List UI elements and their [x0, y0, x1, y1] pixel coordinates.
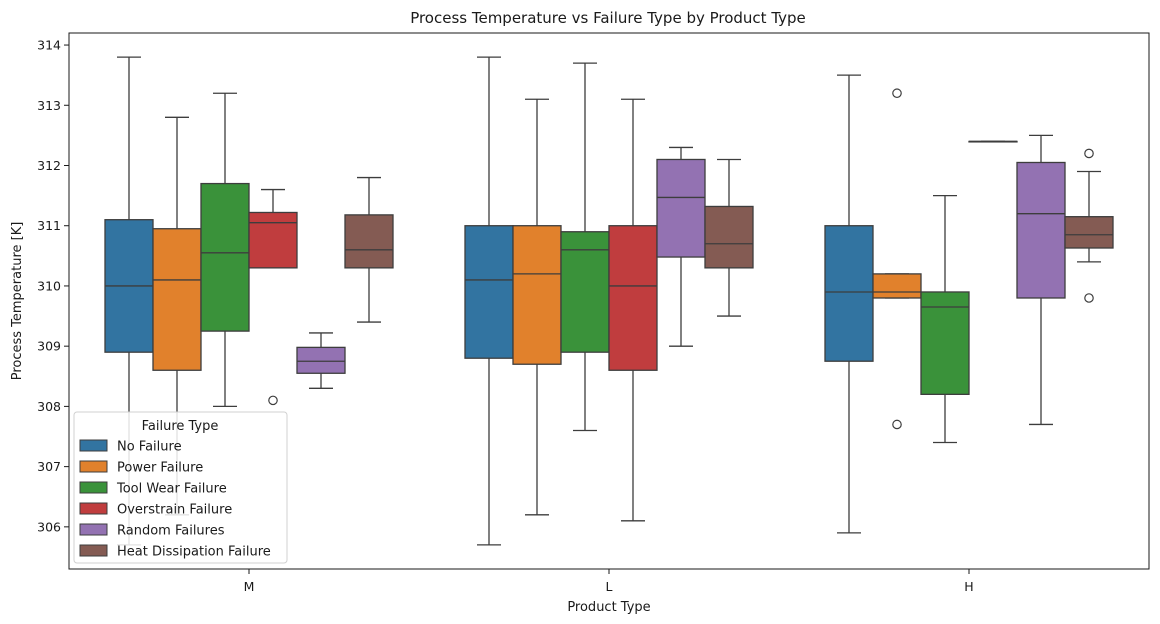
box [512, 225, 562, 365]
outlier-point [892, 419, 902, 430]
outlier-point [1084, 293, 1094, 303]
legend-swatch [79, 481, 108, 494]
outlier-point [268, 395, 278, 406]
y-axis-label: Process Temperature [K] [10, 222, 25, 381]
y-tick-label: 310 [37, 278, 61, 293]
x-tick-label: H [964, 579, 973, 594]
box [344, 214, 394, 269]
y-tick-label: 307 [37, 459, 61, 474]
y-tick-label: 312 [37, 158, 61, 173]
y-tick-label: 314 [37, 38, 61, 53]
box [872, 273, 922, 299]
outlier-point [892, 88, 902, 99]
x-axis-label: Product Type [567, 600, 650, 615]
legend-swatch [79, 523, 108, 536]
legend-swatch [79, 460, 108, 473]
legend-swatch [79, 502, 108, 515]
box [248, 211, 298, 269]
y-tick-label: 308 [37, 399, 61, 414]
box [1064, 216, 1114, 249]
box [152, 228, 202, 371]
x-tick-label: L [606, 579, 613, 594]
legend-swatch [79, 439, 108, 452]
legend-label: Tool Wear Failure [116, 482, 227, 497]
legend-label: No Failure [117, 440, 182, 455]
box [824, 225, 874, 362]
box [464, 225, 514, 359]
chart-title: Process Temperature vs Failure Type by P… [410, 9, 806, 27]
x-tick-label: M [244, 579, 255, 594]
box [704, 205, 754, 269]
box [560, 231, 610, 353]
y-tick-label: 306 [37, 519, 61, 534]
legend-label: Random Failures [117, 524, 225, 539]
box [296, 346, 346, 374]
y-tick-label: 309 [37, 339, 61, 354]
legend-swatch [79, 544, 108, 557]
y-tick-label: 313 [37, 98, 61, 113]
box [656, 158, 706, 258]
legend-frame [73, 411, 288, 564]
box [608, 225, 658, 371]
legend-title: Failure Type [142, 419, 219, 434]
box [200, 182, 250, 332]
legend-label: Heat Dissipation Failure [117, 545, 271, 560]
box [920, 291, 970, 395]
y-axis: 306 307 308 309 310 311 312 313 314 [37, 38, 69, 534]
box-series-group [104, 56, 1114, 546]
y-tick-label: 311 [37, 218, 61, 233]
legend-label: Power Failure [117, 461, 203, 476]
legend: Failure Type No Failure Power Failure Tool… [73, 411, 288, 564]
outlier-point [1084, 148, 1094, 159]
legend-label: Overstrain Failure [117, 503, 232, 518]
box [1016, 161, 1066, 299]
